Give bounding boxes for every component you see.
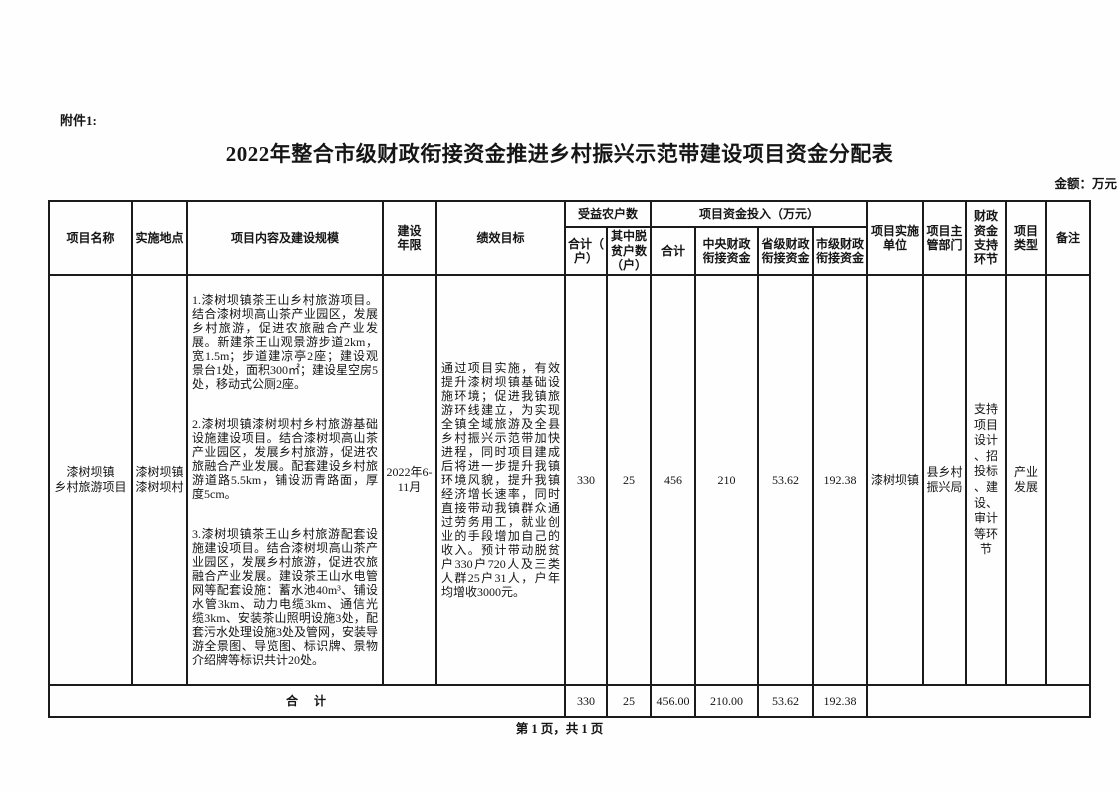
attachment-label: 附件1: bbox=[60, 113, 97, 128]
header-row-sub: 合计（户） 其中脱贫户数（户） 合计 中央财政衔接资金 省级财政衔接资金 市级财… bbox=[49, 226, 1090, 276]
cell-supervising-dept: 县乡村 振兴局 bbox=[922, 274, 968, 686]
col-group-investment: 项目资金投入（万元） bbox=[650, 200, 869, 228]
col-header-supervising-dept: 项目主管部门 bbox=[922, 200, 968, 276]
total-provincial-funds: 53.62 bbox=[757, 684, 815, 718]
content-paragraph-2: 2.漆树坝镇漆树坝村乡村旅游基础设施建设项目。结合漆树坝高山茶产业园区，发展乡村… bbox=[192, 417, 378, 501]
header-row-group: 项目名称 实施地点 项目内容及建设规模 建设 年限 绩效目标 受益农户数 项目资… bbox=[48, 200, 1092, 276]
cell-provincial-funds: 53.62 bbox=[757, 274, 815, 686]
cell-location: 漆树坝镇 漆树坝村 bbox=[131, 274, 188, 686]
col-header-support-stage: 财政资金支持环节 bbox=[965, 200, 1008, 276]
cell-beneficiary-total: 330 bbox=[564, 274, 608, 686]
col-header-implementing-unit: 项目实施单位 bbox=[866, 200, 925, 276]
total-municipal-funds: 192.38 bbox=[812, 684, 869, 718]
total-investment-total: 456.00 bbox=[650, 684, 697, 718]
cell-performance-goal: 通过项目实施，有效提升漆树坝镇基础设施环境；促进我镇旅游环线建立，为实现全镇全域… bbox=[435, 274, 566, 686]
col-header-remarks: 备注 bbox=[1045, 200, 1092, 276]
col-header-location: 实施地点 bbox=[131, 200, 188, 276]
col-header-performance: 绩效目标 bbox=[435, 200, 566, 276]
page-number-footer: 第 1 页，共 1 页 bbox=[515, 722, 604, 736]
table-row: 漆树坝镇 乡村旅游项目 漆树坝镇 漆树坝村 1.漆树坝镇茶王山乡村旅游项目。结合… bbox=[48, 274, 1092, 686]
cell-remarks bbox=[1045, 274, 1092, 686]
total-row: 合 计 330 25 456.00 210.00 53.62 192.38 bbox=[48, 684, 1092, 718]
total-empty-cell bbox=[866, 684, 1092, 718]
page-title: 2022年整合市级财政衔接资金推进乡村振兴示范带建设项目资金分配表 bbox=[225, 142, 894, 166]
cell-municipal-funds: 192.38 bbox=[812, 274, 869, 686]
col-header-investment-total: 合计 bbox=[650, 226, 697, 276]
col-header-period: 建设 年限 bbox=[382, 200, 437, 276]
cell-support-stage: 支持项目设计、招投标、建设、审计等环节 bbox=[965, 274, 1008, 686]
col-header-municipal-funds: 市级财政衔接资金 bbox=[812, 226, 869, 276]
total-label-cell: 合 计 bbox=[48, 684, 566, 718]
col-group-beneficiaries: 受益农户数 bbox=[563, 200, 653, 228]
cell-poverty-households: 25 bbox=[605, 274, 653, 686]
cell-project-type: 产业 发展 bbox=[1005, 274, 1048, 686]
total-central-funds: 210.00 bbox=[694, 684, 760, 718]
fund-allocation-table: 项目名称 实施地点 项目内容及建设规模 建设 年限 绩效目标 受益农户数 项目资… bbox=[48, 200, 1092, 718]
col-header-central-funds: 中央财政衔接资金 bbox=[694, 226, 760, 276]
col-header-beneficiary-total: 合计（户） bbox=[564, 226, 608, 276]
col-header-project-type: 项目类型 bbox=[1005, 200, 1048, 276]
cell-project-name: 漆树坝镇 乡村旅游项目 bbox=[48, 274, 133, 686]
cell-implementing-unit: 漆树坝镇 bbox=[866, 274, 925, 686]
cell-period: 2022年6- 11月 bbox=[382, 274, 437, 686]
cell-central-funds: 210 bbox=[694, 274, 760, 686]
cell-investment-total: 456 bbox=[650, 274, 697, 686]
col-header-provincial-funds: 省级财政衔接资金 bbox=[757, 226, 815, 276]
col-header-content: 项目内容及建设规模 bbox=[186, 200, 384, 276]
total-beneficiary-total: 330 bbox=[564, 684, 608, 718]
col-header-project-name: 项目名称 bbox=[48, 200, 133, 276]
total-poverty-households: 25 bbox=[605, 684, 653, 718]
content-paragraph-3: 3.漆树坝镇茶王山乡村旅游配套设施建设项目。结合漆树坝高山茶产业园区，发展乡村旅… bbox=[192, 527, 379, 667]
unit-note: 金额：万元 bbox=[1054, 177, 1117, 191]
content-paragraph-1: 1.漆树坝镇茶王山乡村旅游项目。结合漆树坝高山茶产业园区，发展乡村旅游，促进农旅… bbox=[192, 293, 379, 391]
cell-content: 1.漆树坝镇茶王山乡村旅游项目。结合漆树坝高山茶产业园区，发展乡村旅游，促进农旅… bbox=[186, 274, 384, 686]
col-header-poverty-households: 其中脱贫户数（户） bbox=[605, 226, 653, 276]
